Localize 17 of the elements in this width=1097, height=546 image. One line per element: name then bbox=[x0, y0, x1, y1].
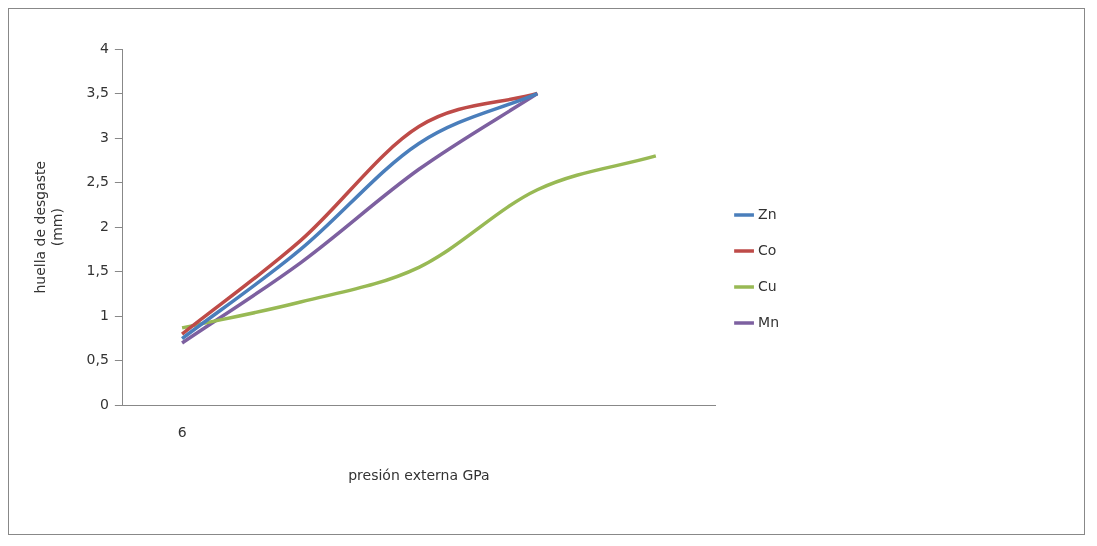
legend-label: Cu bbox=[758, 277, 777, 294]
y-tick-label: 4 bbox=[99, 39, 109, 56]
y-tick-label: 1,5 bbox=[86, 262, 109, 279]
x-tick-label: 6 bbox=[177, 424, 187, 441]
legend-label: Mn bbox=[758, 313, 779, 330]
legend-label: Zn bbox=[758, 205, 777, 222]
y-tick-label: 0,5 bbox=[86, 351, 109, 368]
y-tick-label: 1 bbox=[99, 306, 109, 323]
y-tick-label: 3 bbox=[99, 128, 109, 145]
y-tick-label: 3,5 bbox=[86, 84, 109, 101]
y-tick-label: 2,5 bbox=[86, 173, 109, 190]
y-tick-label: 0 bbox=[99, 396, 109, 413]
line-series bbox=[180, 154, 658, 330]
y-tick-label: 2 bbox=[99, 217, 109, 234]
y-axis-title: huella de desgaste (mm) bbox=[32, 160, 65, 294]
legend-label: Co bbox=[758, 241, 777, 258]
x-axis-title: presión externa GPa bbox=[348, 467, 490, 484]
